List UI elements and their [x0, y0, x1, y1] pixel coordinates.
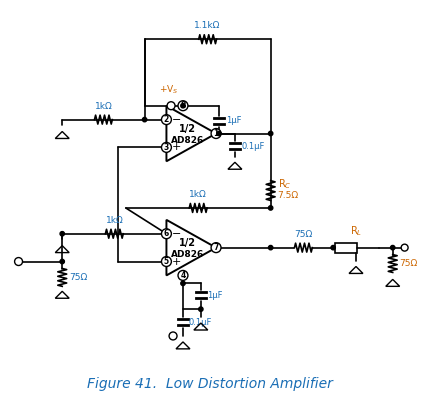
- Circle shape: [15, 258, 22, 265]
- Circle shape: [211, 243, 221, 253]
- Circle shape: [178, 101, 188, 111]
- Text: Figure 41.  Low Distortion Amplifier: Figure 41. Low Distortion Amplifier: [87, 377, 333, 391]
- Circle shape: [268, 245, 273, 250]
- Text: 8: 8: [180, 101, 186, 110]
- Circle shape: [169, 332, 177, 340]
- Text: +: +: [172, 257, 181, 267]
- Circle shape: [181, 281, 185, 286]
- Text: 0.1μF: 0.1μF: [242, 142, 265, 151]
- Circle shape: [162, 257, 171, 267]
- Text: AD826: AD826: [170, 136, 204, 145]
- Text: +: +: [172, 142, 181, 152]
- Text: 6: 6: [164, 229, 169, 238]
- Text: 1kΩ: 1kΩ: [95, 102, 112, 111]
- Circle shape: [199, 307, 203, 311]
- Text: 1/2: 1/2: [179, 124, 196, 134]
- Text: 2: 2: [164, 115, 169, 124]
- Text: 7.5Ω: 7.5Ω: [278, 191, 299, 200]
- Bar: [335, 243, 357, 253]
- Text: 1kΩ: 1kΩ: [106, 216, 123, 225]
- Text: R$_L$: R$_L$: [350, 224, 362, 238]
- Circle shape: [162, 115, 171, 124]
- Text: 7: 7: [214, 243, 219, 252]
- Circle shape: [401, 244, 408, 251]
- Text: −: −: [172, 115, 181, 124]
- Text: 1/2: 1/2: [179, 238, 196, 248]
- Circle shape: [162, 142, 171, 152]
- Circle shape: [181, 103, 185, 108]
- Circle shape: [162, 229, 171, 239]
- Circle shape: [142, 117, 147, 122]
- Circle shape: [268, 131, 273, 136]
- Circle shape: [390, 245, 395, 250]
- Text: 75Ω: 75Ω: [69, 273, 87, 282]
- Text: 5: 5: [164, 257, 169, 266]
- Circle shape: [268, 206, 273, 210]
- Text: 1.1kΩ: 1.1kΩ: [195, 21, 221, 30]
- Text: 75Ω: 75Ω: [400, 259, 418, 268]
- Text: +V$_S$: +V$_S$: [159, 83, 179, 96]
- Text: 1: 1: [214, 129, 219, 138]
- Circle shape: [167, 102, 175, 110]
- Text: 75Ω: 75Ω: [294, 230, 313, 239]
- Text: 4: 4: [180, 271, 186, 280]
- Text: 1kΩ: 1kΩ: [189, 190, 207, 199]
- Text: 0.1μF: 0.1μF: [189, 318, 212, 326]
- Circle shape: [178, 271, 188, 280]
- Circle shape: [331, 245, 335, 250]
- Circle shape: [211, 128, 221, 138]
- Text: −: −: [172, 229, 181, 239]
- Text: 3: 3: [164, 143, 169, 152]
- Circle shape: [217, 131, 221, 136]
- Circle shape: [60, 231, 65, 236]
- Text: AD826: AD826: [170, 250, 204, 259]
- Text: 1μF: 1μF: [207, 291, 222, 300]
- Text: 1μF: 1μF: [226, 116, 241, 125]
- Circle shape: [60, 259, 65, 264]
- Text: R$_C$: R$_C$: [278, 177, 291, 190]
